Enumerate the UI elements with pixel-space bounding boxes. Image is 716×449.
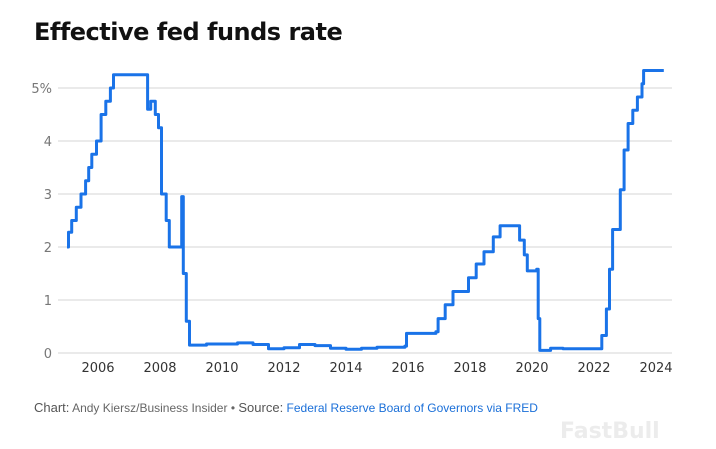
y-tick-label: 1 [44, 294, 52, 309]
source-link[interactable]: Federal Reserve Board of Governors via F… [286, 401, 538, 415]
chart-title: Effective fed funds rate [34, 18, 343, 46]
x-tick-label: 2006 [81, 361, 114, 376]
line-chart: 0 1 2 3 4 5% 2006 2008 2010 2012 2014 2016 2018 2020 2… [31, 69, 673, 376]
chart-label: Chart: [34, 400, 70, 415]
y-tick-label: 2 [44, 241, 52, 256]
x-tick-label: 2012 [267, 361, 300, 376]
x-tick-label: 2016 [391, 361, 424, 376]
x-tick-label: 2022 [577, 361, 610, 376]
x-tick-label: 2020 [515, 361, 548, 376]
x-tick-label: 2024 [639, 361, 672, 376]
y-tick-label: 0 [44, 347, 52, 362]
x-tick-label: 2014 [329, 361, 362, 376]
series-line [67, 69, 664, 352]
separator: • [230, 401, 236, 415]
source-label: Source: [238, 400, 284, 415]
watermark-logo: FastBull [560, 419, 660, 444]
chart-footer: Chart: Andy Kiersz/Business Insider • So… [34, 400, 538, 415]
y-tick-label: 3 [44, 188, 52, 203]
y-tick-label: 4 [44, 135, 52, 150]
x-tick-label: 2008 [143, 361, 176, 376]
x-tick-label: 2018 [453, 361, 486, 376]
chart-credit: Andy Kiersz/Business Insider [72, 401, 228, 415]
y-tick-label: 5% [31, 82, 52, 97]
x-tick-label: 2010 [205, 361, 238, 376]
